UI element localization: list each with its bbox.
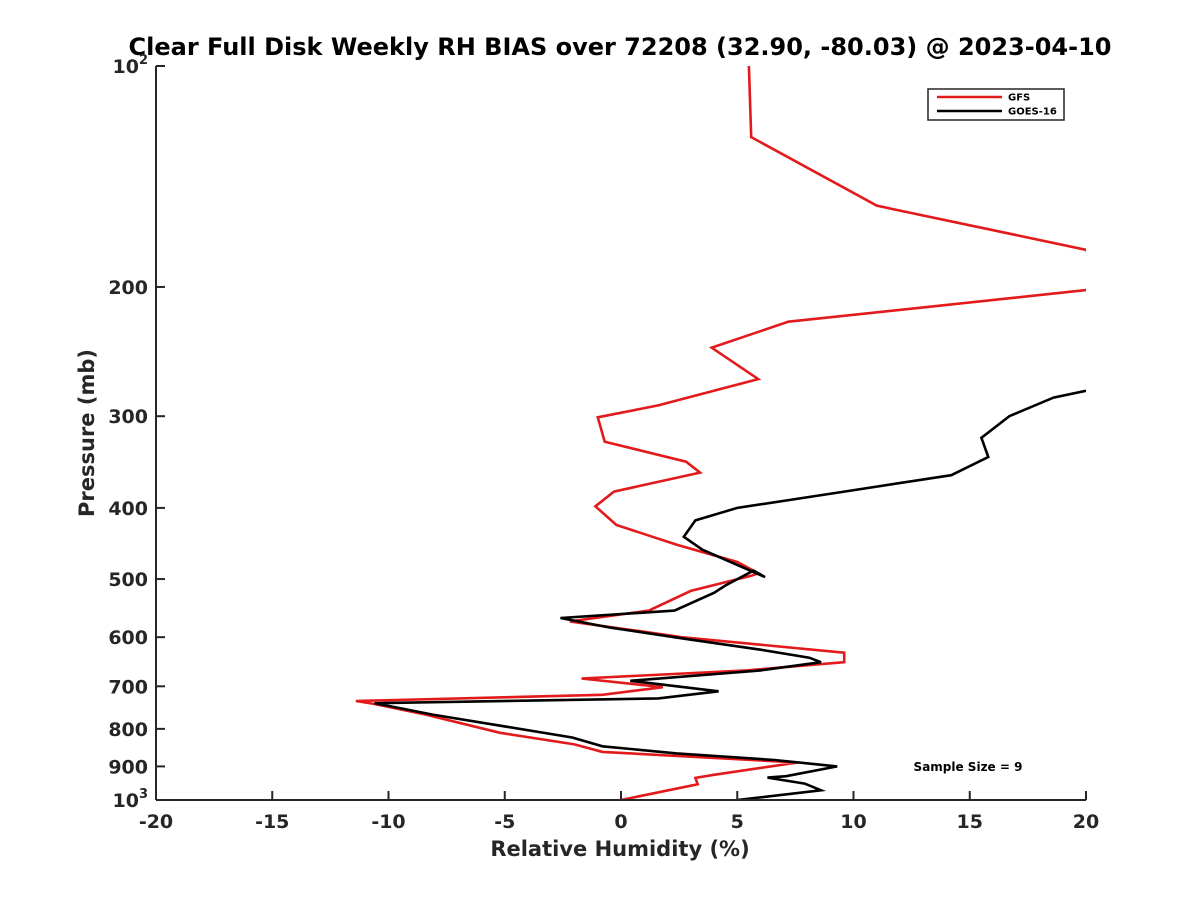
legend-label: GFS [1008,93,1030,104]
legend-box [927,88,1065,121]
x-tick-label: 5 [731,811,744,833]
legend-label: GOES-16 [1008,107,1057,118]
legend: GFS GOES-16 [927,88,1065,121]
x-tick-label: 0 [614,811,627,833]
y-tick-label: 500 [108,569,148,591]
chart-title: Clear Full Disk Weekly RH BIAS over 7220… [129,33,1112,61]
x-tick-label: 15 [957,811,983,833]
x-tick-label: -5 [494,811,515,833]
x-axis-label: Relative Humidity (%) [490,837,749,861]
x-tick-label: 10 [840,811,866,833]
y-tick-label: 600 [108,627,148,649]
x-tick-label: -15 [255,811,289,833]
y-tick-label: 800 [108,719,148,741]
y-tick-label-base: 10 [113,56,139,78]
y-tick-label: 103 [113,787,149,812]
y-axis-label: Pressure (mb) [75,349,99,517]
y-tick-label: 900 [108,756,148,778]
series-line-gfs [355,66,1086,800]
y-tick-label-exponent: 2 [139,53,148,68]
sample-size-annotation: Sample Size = 9 [914,760,1023,774]
y-tick-label: 700 [108,676,148,698]
axes-layer: -20 -15 -10 -5 0 5 10 15 20102200300400500600700… [108,53,1099,833]
x-tick-label: 20 [1073,811,1099,833]
series-layer [355,66,1086,800]
x-tick-label: -10 [371,811,405,833]
series-line-goes-16 [374,389,1086,800]
y-tick-label-base: 10 [113,790,139,812]
y-tick-label: 300 [108,406,148,428]
y-tick-label: 400 [108,498,148,520]
y-tick-label: 102 [113,53,149,78]
y-tick-label: 200 [108,277,148,299]
y-tick-label-exponent: 3 [139,787,148,802]
x-tick-label: -20 [139,811,173,833]
